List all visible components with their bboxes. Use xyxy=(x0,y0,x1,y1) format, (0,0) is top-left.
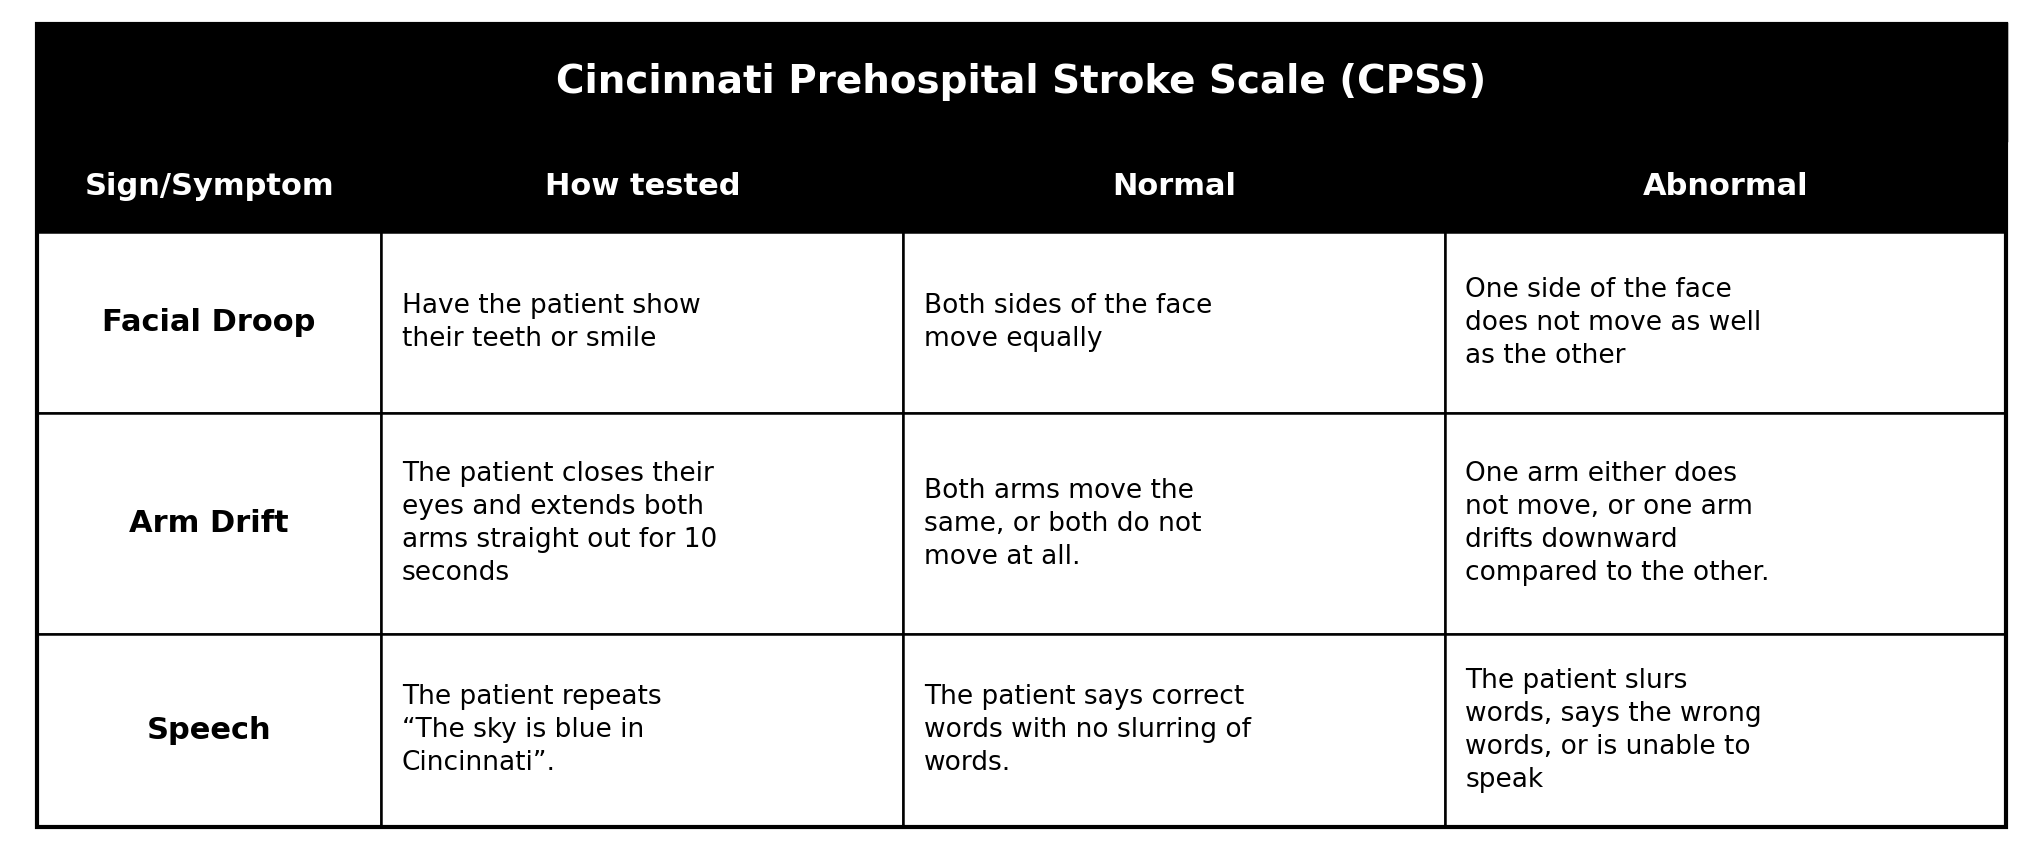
Text: The patient closes their
eyes and extends both
arms straight out for 10
seconds: The patient closes their eyes and extend… xyxy=(402,461,717,586)
Bar xyxy=(37,413,382,634)
Bar xyxy=(382,634,903,827)
Bar xyxy=(382,140,903,232)
Bar xyxy=(382,413,903,634)
Text: Both sides of the face
move equally: Both sides of the face move equally xyxy=(923,293,1211,352)
Text: Arm Drift: Arm Drift xyxy=(129,509,288,538)
Text: The patient slurs
words, says the wrong
words, or is unable to
speak: The patient slurs words, says the wrong … xyxy=(1465,668,1761,793)
Bar xyxy=(1444,413,2006,634)
Text: The patient says correct
words with no slurring of
words.: The patient says correct words with no s… xyxy=(923,685,1250,776)
Bar xyxy=(37,232,382,413)
Bar xyxy=(382,232,903,413)
Text: How tested: How tested xyxy=(545,172,740,200)
Bar xyxy=(903,140,1444,232)
Text: Normal: Normal xyxy=(1111,172,1236,200)
Text: Speech: Speech xyxy=(147,716,272,745)
Bar xyxy=(903,232,1444,413)
Text: Facial Droop: Facial Droop xyxy=(102,308,317,338)
Text: Abnormal: Abnormal xyxy=(1643,172,1808,200)
Bar xyxy=(903,413,1444,634)
Bar xyxy=(37,634,382,827)
Text: Sign/Symptom: Sign/Symptom xyxy=(84,172,333,200)
Text: One arm either does
not move, or one arm
drifts downward
compared to the other.: One arm either does not move, or one arm… xyxy=(1465,461,1769,586)
Bar xyxy=(37,24,2006,140)
Text: One side of the face
does not move as well
as the other: One side of the face does not move as we… xyxy=(1465,277,1761,369)
Text: Have the patient show
their teeth or smile: Have the patient show their teeth or smi… xyxy=(402,293,701,352)
Text: The patient repeats
“The sky is blue in
Cincinnati”.: The patient repeats “The sky is blue in … xyxy=(402,685,662,776)
Bar xyxy=(1444,140,2006,232)
Bar xyxy=(1444,232,2006,413)
Bar xyxy=(1444,634,2006,827)
Text: Cincinnati Prehospital Stroke Scale (CPSS): Cincinnati Prehospital Stroke Scale (CPS… xyxy=(556,63,1487,101)
Bar xyxy=(37,140,382,232)
Bar xyxy=(903,634,1444,827)
Text: Both arms move the
same, or both do not
move at all.: Both arms move the same, or both do not … xyxy=(923,477,1201,569)
